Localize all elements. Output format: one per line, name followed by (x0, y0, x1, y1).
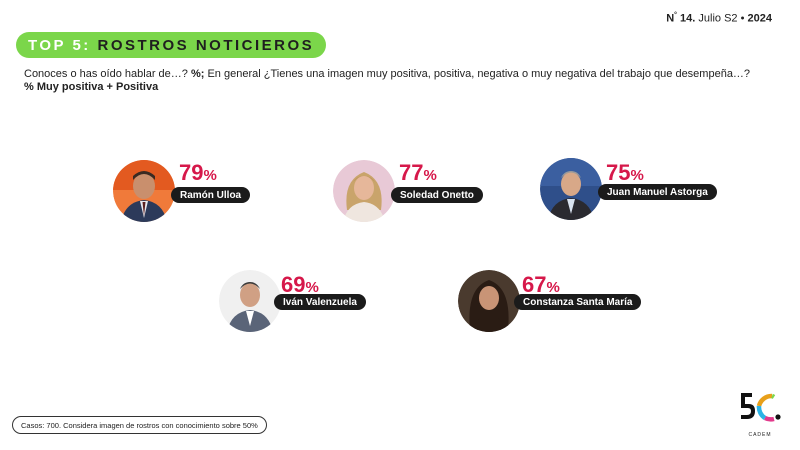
edition-label: N° 14. Julio S2 • 2024 (666, 12, 772, 25)
portrait-constanza-santa-maria (458, 270, 520, 332)
percent-value: 69% (281, 272, 319, 297)
edition-sup: ° (674, 12, 677, 19)
logo-text: CADEM (748, 432, 772, 438)
question-symbol: %; (190, 68, 205, 80)
portrait-juan-manuel-astorga (540, 158, 602, 220)
edition-sep: • (740, 12, 745, 25)
percent-value: 75% (606, 160, 644, 185)
percent-value: 79% (179, 160, 217, 185)
name-label: Juan Manuel Astorga (598, 184, 717, 200)
question-text-1: Conoces o has oído hablar de…? (24, 68, 188, 80)
survey-question: Conoces o has oído hablar de…? %; En gen… (24, 68, 784, 94)
portrait-ivan-valenzuela (219, 270, 281, 332)
question-text-2: En general ¿Tienes una imagen muy positi… (207, 68, 751, 80)
percent-value: 67% (522, 272, 560, 297)
page-title-main: ROSTROS NOTICIEROS (97, 36, 315, 54)
portrait-ramon-ulloa (113, 160, 175, 222)
page-title: TOP 5: ROSTROS NOTICIEROS (16, 32, 327, 58)
percent-value: 77% (399, 160, 437, 185)
edition-number: 14. (680, 12, 696, 25)
edition-year: 2024 (747, 12, 772, 25)
page-title-prefix: TOP 5: (28, 36, 91, 54)
name-label: Iván Valenzuela (274, 294, 366, 310)
portrait-soledad-onetto (333, 160, 395, 222)
name-label: Ramón Ulloa (171, 187, 251, 203)
question-metric: % Muy positiva + Positiva (24, 81, 159, 93)
edition-symbol: N (666, 12, 675, 25)
name-label: Soledad Onetto (391, 187, 483, 203)
footnote: Casos: 700. Considera imagen de rostros … (12, 416, 267, 434)
name-label: Constanza Santa María (514, 294, 642, 310)
cadem-logo: CADEM (738, 390, 782, 438)
edition-period: Julio S2 (698, 12, 738, 25)
